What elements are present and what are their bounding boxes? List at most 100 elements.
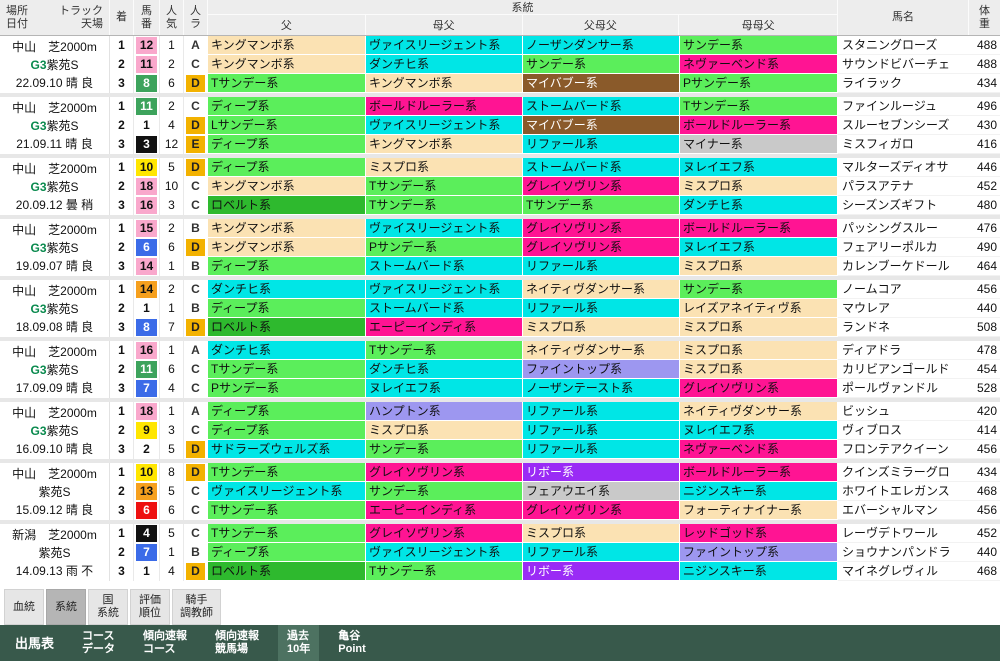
race-info[interactable]: 中山 芝2000m G3紫苑S 20.09.12 曇 稍	[0, 158, 110, 215]
race-group: 中山 芝2000m G3紫苑S 17.09.09 晴 良 1 16 1 A ダンチヒ系 Tサンデ…	[0, 341, 1000, 398]
race-info[interactable]: 中山 芝2000m G3紫苑S 22.09.10 晴 良	[0, 36, 110, 93]
race-rows: 1 10 8 D Tサンデー系 グレイソヴリン系 リボー系 ボールドルーラー系 クインズミラーグ…	[110, 463, 1000, 520]
race-date-condition: 18.09.08 晴 良	[15, 319, 94, 334]
result-row: 2 13 5 C ヴァイスリージェント系 サンデー系 フェアウエイ系 ニジンスキー系 ホワイトエ…	[110, 482, 1000, 501]
header-horse-number-label-1: 馬	[141, 4, 152, 17]
horse-name[interactable]: カレンブーケドール	[838, 257, 969, 276]
result-row: 3 16 3 C ロベルト系 Tサンデー系 Tサンデー系 ダンチヒ系 シーズンズギフト 480	[110, 196, 1000, 215]
tab-rating-rank-label: 順位	[139, 607, 161, 619]
damsire-cell: Tサンデー系	[366, 196, 523, 215]
rank-cell: A	[184, 36, 208, 55]
race-rows: 1 15 2 B キングマンボ系 ヴァイスリージェント系 グレイソヴリン系 ボールドルーラー系…	[110, 219, 1000, 276]
race-info[interactable]: 中山 芝2000m G3紫苑S 16.09.10 晴 良	[0, 402, 110, 459]
rank-letter: A	[191, 343, 200, 357]
rank-letter: B	[191, 545, 200, 559]
sire-cell: Tサンデー系	[208, 524, 366, 543]
race-group: 中山 芝2000m G3紫苑S 22.09.10 晴 良 1 12 1 A キングマンボ系 ヴァ…	[0, 36, 1000, 93]
race-info[interactable]: 新潟 芝2000m 紫苑S 14.09.13 雨 不	[0, 524, 110, 581]
tab-past-10-years[interactable]: 過去 10年	[278, 625, 320, 661]
horse-name[interactable]: パラスアテナ	[838, 177, 969, 196]
group-separator	[0, 337, 1000, 341]
finish-position: 1	[110, 36, 134, 55]
damsire-cell: ハンプトン系	[366, 402, 523, 421]
horse-name[interactable]: サウンドビバーチェ	[838, 55, 969, 74]
race-info[interactable]: 中山 芝2000m G3紫苑S 19.09.07 晴 良	[0, 219, 110, 276]
tab-race-card[interactable]: 出馬表	[6, 625, 63, 661]
rank-letter: D	[186, 441, 205, 458]
tab-rating-rank[interactable]: 評価 順位	[130, 589, 170, 625]
tab-kameya-point[interactable]: 亀谷 Point	[329, 625, 375, 661]
tab-bloodline[interactable]: 血統	[4, 589, 44, 625]
horse-name[interactable]: ライラック	[838, 74, 969, 93]
race-info[interactable]: 中山 芝2000m G3紫苑S 21.09.11 晴 良	[0, 97, 110, 154]
rank-cell: C	[184, 482, 208, 501]
finish-position: 3	[110, 440, 134, 459]
horse-number-cell: 6	[134, 238, 160, 257]
header-damsire: 母父	[366, 15, 523, 35]
rank-letter: B	[191, 259, 200, 273]
header-lineage-group: 系統	[208, 0, 837, 15]
horse-name[interactable]: ノームコア	[838, 280, 969, 299]
horse-name[interactable]: パッシングスルー	[838, 219, 969, 238]
tab-jockey-trainer[interactable]: 騎手 調教師	[172, 589, 221, 625]
horse-name[interactable]: ビッシュ	[838, 402, 969, 421]
race-name-line: 紫苑S	[38, 483, 70, 501]
race-info[interactable]: 中山 芝2000m 紫苑S 15.09.12 晴 良	[0, 463, 110, 520]
result-row: 2 6 6 D キングマンボ系 Pサンデー系 グレイソヴリン系 ヌレイエフ系 フェアリーポルカ 4…	[110, 238, 1000, 257]
damsire-cell: Pサンデー系	[366, 238, 523, 257]
sire-cell: Tサンデー系	[208, 501, 366, 520]
sires-damsire-cell: ミスプロ系	[523, 318, 680, 337]
horse-weight: 488	[969, 36, 1000, 55]
race-name-line: G3紫苑S	[30, 422, 78, 440]
header-horse-name: 馬名	[838, 0, 969, 35]
dams-damsire-cell: レッドゴッド系	[680, 524, 838, 543]
horse-number-cell: 9	[134, 421, 160, 440]
horse-weight: 488	[969, 55, 1000, 74]
horse-name[interactable]: マウレア	[838, 299, 969, 318]
sire-cell: ダンチヒ系	[208, 341, 366, 360]
race-info[interactable]: 中山 芝2000m G3紫苑S 17.09.09 晴 良	[0, 341, 110, 398]
horse-name[interactable]: ホワイトエレガンス	[838, 482, 969, 501]
horse-name[interactable]: シーズンズギフト	[838, 196, 969, 215]
popularity-value: 1	[160, 402, 184, 421]
horse-name[interactable]: ランドネ	[838, 318, 969, 337]
horse-name[interactable]: カリビアンゴールド	[838, 360, 969, 379]
horse-name[interactable]: ショウナンパンドラ	[838, 543, 969, 562]
horse-name[interactable]: スタニングローズ	[838, 36, 969, 55]
horse-number-cell: 11	[134, 55, 160, 74]
tab-lineage[interactable]: 系統	[46, 589, 86, 625]
horse-number-cell: 7	[134, 379, 160, 398]
rank-letter: D	[186, 117, 205, 134]
race-info[interactable]: 中山 芝2000m G3紫苑S 18.09.08 晴 良	[0, 280, 110, 337]
rank-letter: C	[191, 282, 200, 296]
tab-trend-track[interactable]: 傾向速報 競馬場	[206, 625, 268, 661]
horse-name[interactable]: クインズミラーグロ	[838, 463, 969, 482]
horse-weight: 528	[969, 379, 1000, 398]
tab-course-data[interactable]: コース データ	[73, 625, 124, 661]
dams-damsire-cell: ニジンスキー系	[680, 562, 838, 581]
horse-name[interactable]: ディアドラ	[838, 341, 969, 360]
popularity-value: 12	[160, 135, 184, 154]
tab-country-lineage[interactable]: 国系統	[88, 589, 128, 625]
horse-weight: 446	[969, 158, 1000, 177]
horse-name[interactable]: マルターズディオサ	[838, 158, 969, 177]
horse-name[interactable]: マイネグレヴィル	[838, 562, 969, 581]
tab-trend-course[interactable]: 傾向速報 コース	[134, 625, 196, 661]
horse-name[interactable]: ポールヴァンドル	[838, 379, 969, 398]
horse-name[interactable]: レーヴデトワール	[838, 524, 969, 543]
horse-name[interactable]: フェアリーポルカ	[838, 238, 969, 257]
horse-name[interactable]: フロンテアクイーン	[838, 440, 969, 459]
race-grade-badge: G3	[30, 57, 47, 72]
horse-name[interactable]: ヴィブロス	[838, 421, 969, 440]
horse-name[interactable]: ファインルージュ	[838, 97, 969, 116]
header-sire: 父	[208, 15, 366, 35]
horse-number-cell: 12	[134, 36, 160, 55]
horse-name[interactable]: ミスフィガロ	[838, 135, 969, 154]
header-horse-number-label-2: 番	[141, 17, 152, 30]
dams-damsire-cell: Pサンデー系	[680, 74, 838, 93]
horse-name[interactable]: エバーシャルマン	[838, 501, 969, 520]
horse-name[interactable]: スルーセブンシーズ	[838, 116, 969, 135]
horse-weight: 456	[969, 440, 1000, 459]
rank-cell: C	[184, 524, 208, 543]
rank-letter: D	[186, 159, 205, 176]
